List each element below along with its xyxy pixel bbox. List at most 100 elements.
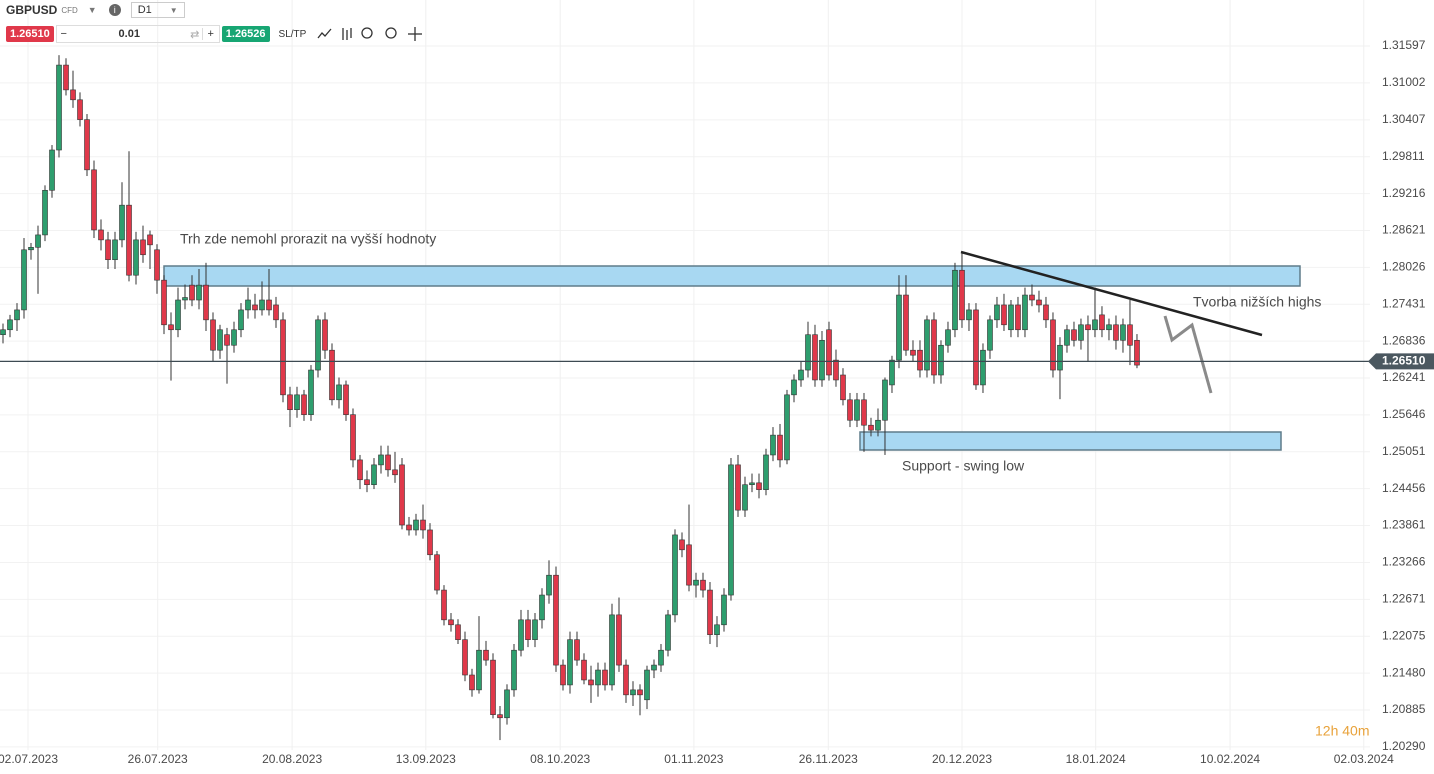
candle-body <box>735 464 741 511</box>
x-tick-label: 08.10.2023 <box>530 752 590 766</box>
candle-body <box>819 339 825 381</box>
candle-body <box>217 329 223 351</box>
candle-body <box>0 329 6 336</box>
candle-body <box>672 534 678 616</box>
candle-body <box>749 482 755 486</box>
candle-body <box>567 639 573 686</box>
resistance-zone <box>163 265 1301 287</box>
candle-body <box>854 399 860 421</box>
candle-body <box>280 319 286 396</box>
candle-body <box>35 234 41 248</box>
candle-body <box>357 459 363 481</box>
candle-body <box>1113 324 1119 341</box>
candle-body <box>266 299 272 311</box>
dropdown[interactable]: ▼ <box>87 5 97 15</box>
buy-button[interactable]: 1.26526 <box>221 26 270 42</box>
plus[interactable]: + <box>201 28 219 40</box>
candle-body <box>623 664 629 696</box>
candle-body <box>63 64 69 91</box>
candle-body <box>861 399 867 426</box>
candle-body <box>742 484 748 511</box>
candle-body <box>1078 324 1084 341</box>
candle-body <box>602 669 608 686</box>
candle-body <box>336 384 342 401</box>
candles <box>0 55 1140 741</box>
x-tick-label: 02.03.2024 <box>1334 752 1394 766</box>
candle-body <box>952 269 958 331</box>
info-icon[interactable]: i <box>108 4 121 16</box>
candle-body <box>651 664 657 671</box>
candle-body <box>609 614 615 686</box>
drawings <box>960 250 1263 394</box>
candle-body <box>70 89 76 101</box>
candle-body <box>448 619 454 626</box>
candle-body <box>315 319 321 371</box>
y-tick-label: 1.29216 <box>1382 186 1426 200</box>
swap[interactable]: ⇄ <box>190 28 200 41</box>
candle-body <box>546 574 552 596</box>
candle-body <box>91 169 97 231</box>
projection-arrow <box>1163 315 1213 394</box>
candle-body <box>56 64 62 151</box>
candle-body <box>721 594 727 626</box>
candle-body <box>1120 324 1126 341</box>
x-tick-label: 10.02.2024 <box>1200 752 1260 766</box>
y-tick-label: 1.31597 <box>1382 38 1426 52</box>
timeframe: D1 <box>137 4 152 16</box>
volume-input[interactable]: − 0.01 ⇄ + <box>55 25 220 43</box>
candle-body <box>455 624 461 640</box>
line-tool[interactable] <box>317 28 332 39</box>
candle-body <box>413 519 419 531</box>
candle-body <box>910 349 916 356</box>
candle-body <box>889 359 895 386</box>
zoom-out[interactable] <box>361 27 373 39</box>
y-tick-label: 1.22075 <box>1382 628 1426 642</box>
candle-tool[interactable] <box>342 28 352 40</box>
candle-body <box>259 299 265 311</box>
candle-body <box>385 454 391 471</box>
candle-body <box>812 334 818 381</box>
candle-body <box>637 689 643 696</box>
candle-body <box>308 369 314 415</box>
candle-body <box>287 394 293 411</box>
candle-body <box>763 454 769 490</box>
candle-body <box>707 589 713 636</box>
candle-body <box>1099 314 1105 331</box>
candle-body <box>420 519 426 531</box>
candle-body <box>980 349 986 386</box>
sltp-button[interactable]: SL/TP <box>278 28 307 40</box>
candle-body <box>105 239 111 261</box>
symbol[interactable]: GBPUSD <box>6 3 58 17</box>
minus[interactable]: − <box>60 28 67 40</box>
support-zone <box>859 431 1282 451</box>
candle-body <box>1106 324 1112 331</box>
y-tick-label: 1.20885 <box>1382 702 1426 716</box>
candle-body <box>756 482 762 490</box>
candle-body <box>469 674 475 691</box>
candle-body <box>434 554 440 591</box>
crosshair[interactable] <box>408 27 423 41</box>
candle-body <box>714 624 720 636</box>
candle-body <box>917 349 923 371</box>
timeframe-select[interactable]: D1 ▼ <box>130 2 185 18</box>
candle-body <box>301 394 307 415</box>
candle-body <box>1092 319 1098 331</box>
last-price-marker <box>1368 353 1434 370</box>
candle-body <box>798 369 804 381</box>
candle-body <box>679 539 685 551</box>
candle-body <box>686 544 692 586</box>
sell-button[interactable]: 1.26510 <box>6 26 54 42</box>
candle-body <box>42 189 48 236</box>
candle-body <box>231 329 237 346</box>
candle-body <box>805 334 811 371</box>
candle-body <box>224 334 230 346</box>
candle-body <box>462 639 468 676</box>
x-tick-label: 13.09.2023 <box>396 752 456 766</box>
candle-body <box>931 319 937 376</box>
y-tick-label: 1.27431 <box>1382 296 1426 310</box>
candle-body <box>868 424 874 431</box>
candle-body <box>945 329 951 346</box>
zoom-in[interactable] <box>385 27 397 39</box>
candle-body <box>777 434 783 461</box>
